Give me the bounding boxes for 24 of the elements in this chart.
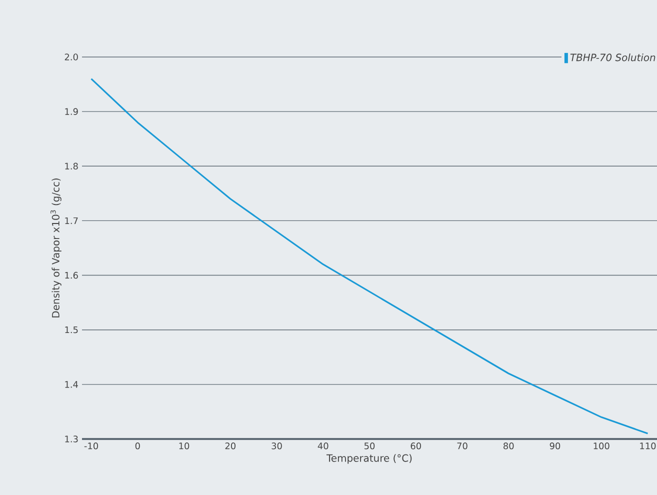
x-tick-label: 90 xyxy=(550,442,560,450)
x-tick-label: 110 xyxy=(640,442,656,450)
y-tick-label: 1.3 xyxy=(65,436,78,442)
x-tick-label: -10 xyxy=(84,442,98,450)
x-tick-label: 40 xyxy=(318,442,328,450)
y-tick-label: 1.6 xyxy=(65,272,78,279)
y-tick-label: 1.9 xyxy=(65,108,78,115)
x-tick-label: 10 xyxy=(179,442,190,450)
x-tick-label: 60 xyxy=(410,442,421,450)
x-tick-label: 70 xyxy=(457,442,468,450)
y-axis-title: Density of Vapor x10$^{3}$ (g/cc) xyxy=(50,178,62,318)
x-tick-label: 0 xyxy=(135,442,140,450)
x-tick-label: 80 xyxy=(504,442,514,450)
y-tick-label: 1.5 xyxy=(65,326,78,334)
y-tick-label: 1.8 xyxy=(65,162,78,170)
x-tick-label: 30 xyxy=(272,442,282,450)
y-tick-label: 2.0 xyxy=(64,54,78,60)
legend-label: TBHP-70 Solution xyxy=(570,53,656,62)
y-tick-label: 1.4 xyxy=(65,381,78,388)
x-tick-label: 20 xyxy=(225,442,236,450)
x-tick-label: 100 xyxy=(594,442,610,450)
x-axis-title: Temperature (°C) xyxy=(326,454,412,464)
x-tick-label: 50 xyxy=(364,442,375,450)
y-tick-label: 1.7 xyxy=(65,217,78,224)
